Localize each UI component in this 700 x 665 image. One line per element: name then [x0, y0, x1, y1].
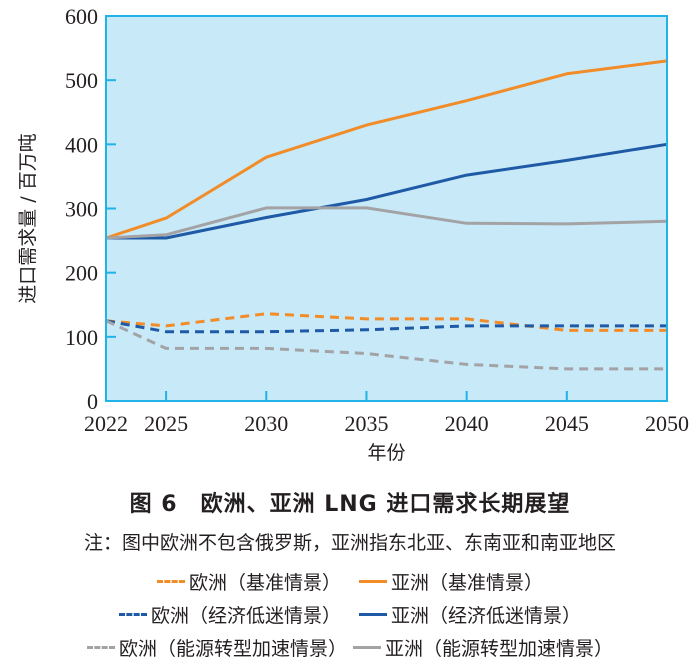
y-tick-label: 600 — [65, 4, 98, 29]
legend-swatch-dashed — [86, 646, 115, 649]
y-tick-label: 100 — [65, 325, 98, 350]
series-line-3 — [106, 142, 668, 240]
legend-item: 欧洲（能源转型加速情景） — [86, 634, 347, 661]
y-tick-label: 200 — [65, 261, 98, 286]
legend-label: 欧洲（基准情景） — [188, 572, 341, 594]
x-tick-label: 2022 — [84, 411, 128, 436]
legend-label: 亚洲（能源转型加速情景） — [385, 638, 614, 660]
legend-label: 欧洲（能源转型加速情景） — [118, 638, 347, 660]
ticks-layer: 0 100 200 300 400 500 600 2022 2025 2030 2035 2040 2… — [65, 4, 689, 436]
y-tick-label: 500 — [65, 68, 98, 93]
legend-item: 欧洲（经济低迷情景） — [118, 601, 341, 628]
figure-note: 注：图中欧洲不包含俄罗斯，亚洲指东北亚、东南亚和南亚地区 — [83, 532, 616, 554]
series-line-1 — [105, 59, 668, 240]
figure-title: 图 6 欧洲、亚洲 LNG 进口需求长期展望 — [129, 492, 571, 517]
legend-item: 亚洲（基准情景） — [359, 568, 543, 595]
x-tick-label: 2050 — [645, 411, 689, 436]
legend-item: 欧洲（基准情景） — [156, 568, 341, 595]
line-chart: 0 100 200 300 400 500 600 2022 2025 2030 2035 2040 2… — [17, 4, 689, 464]
x-tick-label: 2040 — [445, 411, 489, 436]
legend-swatch-dashed — [118, 613, 147, 616]
y-axis-title: 进口需求量 / 百万吨 — [17, 133, 39, 303]
series-line-4 — [105, 319, 667, 371]
x-tick-label: 2035 — [344, 411, 388, 436]
legend-item: 亚洲（经济低迷情景） — [359, 601, 581, 628]
y-tick-label: 300 — [65, 197, 98, 222]
x-tick-label: 2045 — [545, 411, 589, 436]
legend-swatch-dashed — [156, 580, 185, 583]
legend-swatch-solid — [353, 646, 381, 649]
legend-label: 欧洲（经济低迷情景） — [150, 605, 341, 627]
x-tick-label: 2025 — [144, 411, 188, 436]
series-line-0 — [105, 312, 667, 332]
legend-item: 亚洲（能源转型加速情景） — [353, 634, 613, 661]
series-line-2 — [105, 319, 667, 334]
x-tick-label: 2030 — [244, 411, 288, 436]
plot-area — [106, 16, 667, 401]
legend-label: 亚洲（基准情景） — [391, 572, 544, 594]
series-layer — [105, 59, 668, 371]
x-axis-title: 年份 — [367, 442, 405, 464]
series-line-5 — [105, 206, 668, 240]
legend-swatch-solid — [359, 613, 387, 616]
y-tick-label: 0 — [87, 389, 98, 414]
legend-label: 亚洲（经济低迷情景） — [391, 605, 582, 627]
y-tick-label: 400 — [65, 132, 98, 157]
legend-row-2: 欧洲（经济低迷情景） 亚洲（经济低迷情景） — [0, 601, 700, 628]
legend-swatch-solid — [359, 580, 387, 583]
legend-row-1: 欧洲（基准情景） 亚洲（基准情景） — [0, 568, 700, 595]
legend-row-3: 欧洲（能源转型加速情景） 亚洲（能源转型加速情景） — [0, 634, 700, 661]
